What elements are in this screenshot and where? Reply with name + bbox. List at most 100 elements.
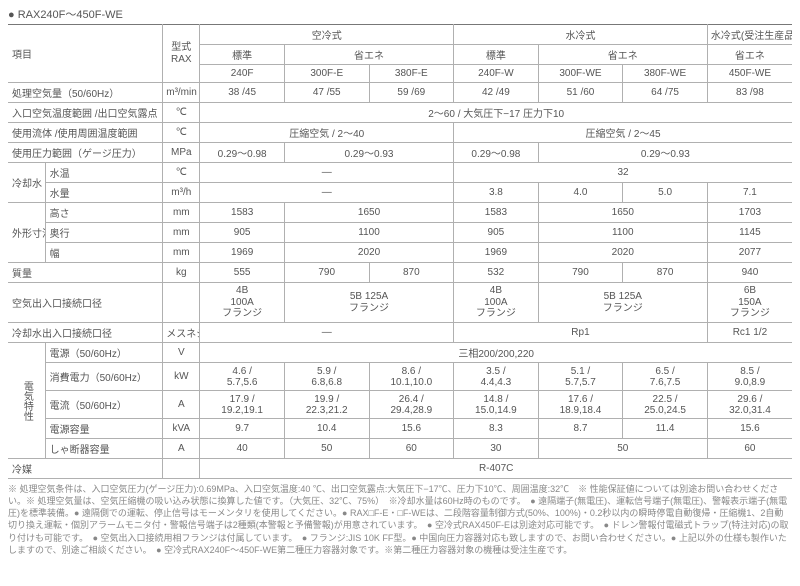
- spec-table: 項目 型式 RAX 空冷式 水冷式 水冷式(受注生産品) 標準 省エネ 標準 省…: [8, 24, 792, 479]
- row-elec-grp: 電気特性: [8, 343, 45, 459]
- header-model: 型式 RAX: [163, 25, 200, 83]
- row-airflow-lbl: 処理空気量（50/60Hz）: [8, 83, 163, 103]
- unit: ℃: [163, 103, 200, 123]
- header-item: 項目: [8, 25, 163, 83]
- cell: 22.5 / 25.0,24.5: [623, 391, 708, 419]
- unit: [163, 459, 200, 479]
- row-cool-flow: 水量: [45, 183, 163, 203]
- cell: 三相200/200,220: [200, 343, 792, 363]
- row-w: 幅: [45, 243, 163, 263]
- hdr-eco: 省エネ: [284, 45, 453, 65]
- unit: ℃: [163, 163, 200, 183]
- cell: 29.6 / 32.0,31.4: [707, 391, 792, 419]
- hdr-m1: 240F: [200, 65, 285, 83]
- cell: 870: [369, 263, 454, 283]
- row-h: 高さ: [45, 203, 163, 223]
- cell: 790: [284, 263, 369, 283]
- cell: 6.5 / 7.6,7.5: [623, 363, 708, 391]
- cell: 1650: [284, 203, 453, 223]
- cell: 30: [454, 439, 539, 459]
- cell: 5.9 / 6.8,6.8: [284, 363, 369, 391]
- cell: 1583: [200, 203, 285, 223]
- row-press-lbl: 使用圧力範囲（ゲージ圧力）: [8, 143, 163, 163]
- cell: 圧縮空気 / 2～45: [454, 123, 792, 143]
- row-brk: しゃ断器容量: [45, 439, 163, 459]
- cell: 2～60 / 大気圧下−17 圧力下10: [200, 103, 792, 123]
- cell: 42 /49: [454, 83, 539, 103]
- cell: 60: [369, 439, 454, 459]
- footnotes: ※ 処理空気条件は、入口空気圧力(ゲージ圧力):0.69MPa、入口空気温度:4…: [8, 483, 792, 556]
- cell: 532: [454, 263, 539, 283]
- row-waterport: 冷却水出入口接続口径: [8, 323, 163, 343]
- cell: 2077: [707, 243, 792, 263]
- cell: 790: [538, 263, 623, 283]
- hdr-m2: 300F-E: [284, 65, 369, 83]
- cell: 59 /69: [369, 83, 454, 103]
- cell: 11.4: [623, 419, 708, 439]
- cell: R-407C: [200, 459, 792, 479]
- unit: A: [163, 391, 200, 419]
- cell: 1145: [707, 223, 792, 243]
- cell: 17.9 / 19.2,19.1: [200, 391, 285, 419]
- cell: 3.5 / 4.4,4.3: [454, 363, 539, 391]
- unit: m³/h: [163, 183, 200, 203]
- cell: 870: [623, 263, 708, 283]
- cell: 1969: [200, 243, 285, 263]
- row-cooling-grp: 冷却水: [8, 163, 45, 203]
- row-cool-temp: 水温: [45, 163, 163, 183]
- unit: [163, 283, 200, 323]
- cell: 圧縮空気 / 2～40: [200, 123, 454, 143]
- header-aircooled: 空冷式: [200, 25, 454, 45]
- cell: 19.9 / 22.3,21.2: [284, 391, 369, 419]
- cell: 0.29～0.93: [284, 143, 453, 163]
- cell: 0.29～0.98: [200, 143, 285, 163]
- cell: 10.4: [284, 419, 369, 439]
- cell: 50: [284, 439, 369, 459]
- row-inlet-lbl: 入口空気温度範囲 /出口空気露点: [8, 103, 163, 123]
- unit: m³/min: [163, 83, 200, 103]
- cell: Rp1: [454, 323, 708, 343]
- cell: —: [200, 323, 454, 343]
- header-watercooled: 水冷式: [454, 25, 708, 45]
- row-d: 奥行: [45, 223, 163, 243]
- cell: 50: [538, 439, 707, 459]
- cell: 5B 125A フランジ: [538, 283, 707, 323]
- cell: 1100: [538, 223, 707, 243]
- unit: mm: [163, 243, 200, 263]
- cell: 32: [454, 163, 792, 183]
- cell: —: [200, 163, 454, 183]
- hdr-m6: 380F-WE: [623, 65, 708, 83]
- unit: mm: [163, 203, 200, 223]
- row-src: 電源（50/60Hz）: [45, 343, 163, 363]
- cell: 4B 100A フランジ: [200, 283, 285, 323]
- cell: 5B 125A フランジ: [284, 283, 453, 323]
- cell: 1100: [284, 223, 453, 243]
- cell: 64 /75: [623, 83, 708, 103]
- cell: 0.29～0.98: [454, 143, 539, 163]
- cell: —: [200, 183, 454, 203]
- hdr-m3: 380F-E: [369, 65, 454, 83]
- row-cur: 電流（50/60Hz）: [45, 391, 163, 419]
- cell: 26.4 / 29.4,28.9: [369, 391, 454, 419]
- row-fluid-lbl: 使用流体 /使用周囲温度範囲: [8, 123, 163, 143]
- cell: 5.1 / 5.7,5.7: [538, 363, 623, 391]
- cell: 60: [707, 439, 792, 459]
- hdr-std: 標準: [454, 45, 539, 65]
- cell: 7.1: [707, 183, 792, 203]
- cell: 4.0: [538, 183, 623, 203]
- row-mass: 質量: [8, 263, 163, 283]
- unit: A: [163, 439, 200, 459]
- model-series-title: ● RAX240F～450F-WE: [8, 6, 792, 22]
- cell: 2020: [538, 243, 707, 263]
- hdr-m4: 240F-W: [454, 65, 539, 83]
- row-dims-grp: 外形寸法: [8, 203, 45, 263]
- cell: 905: [454, 223, 539, 243]
- row-ref: 冷媒: [8, 459, 163, 479]
- unit: kW: [163, 363, 200, 391]
- cell: 9.7: [200, 419, 285, 439]
- cell: 1583: [454, 203, 539, 223]
- unit: kVA: [163, 419, 200, 439]
- cell: 8.6 / 10.1,10.0: [369, 363, 454, 391]
- hdr-eco: 省エネ: [707, 45, 792, 65]
- cell: 40: [200, 439, 285, 459]
